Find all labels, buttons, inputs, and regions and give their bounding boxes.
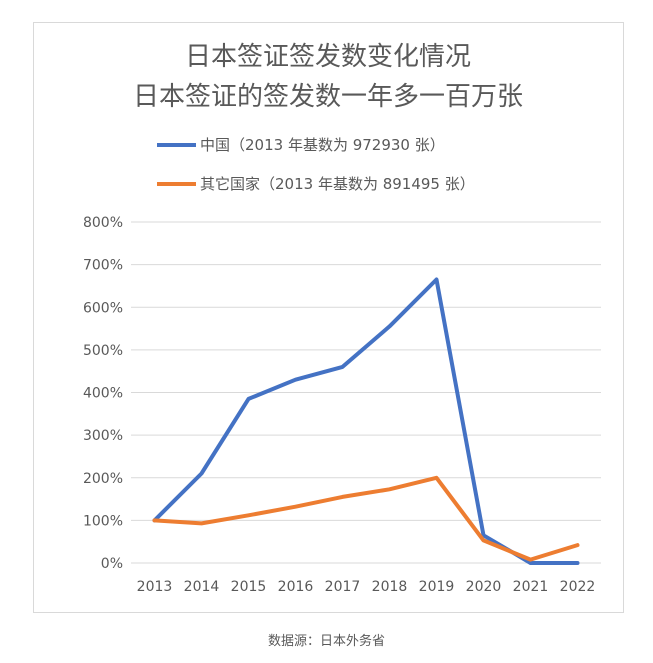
x-tick-label: 2015 [231, 579, 267, 595]
y-tick-label: 100% [83, 513, 123, 529]
data-point [295, 379, 296, 381]
x-tick-label: 2014 [184, 579, 220, 595]
chart-subtitle: 日本签证的签发数一年多一百万张 [133, 82, 523, 112]
data-point [530, 562, 531, 564]
data-point [436, 477, 437, 479]
source-note: 数据源：日本外务省 [267, 634, 385, 649]
x-tick-label: 2017 [325, 579, 361, 595]
y-axis-ticks: 0% 100% 200% 300% 400% 500% 600% 700% 800% [83, 215, 123, 572]
data-point [342, 496, 343, 498]
data-point [248, 514, 249, 516]
chart-title: 日本签证签发数变化情况 [185, 42, 471, 72]
legend: 中国（2013 年基数为 972930 张） 其它国家（2013 年基数为 89… [157, 136, 475, 193]
legend-label-other-countries: 其它国家（2013 年基数为 891495 张） [200, 175, 475, 193]
line-chart: 日本签证签发数变化情况 日本签证的签发数一年多一百万张 中国（2013 年基数为… [83, 42, 601, 595]
data-point [389, 488, 390, 490]
y-tick-label: 300% [83, 428, 123, 444]
x-tick-label: 2022 [560, 579, 596, 595]
legend-label-china: 中国（2013 年基数为 972930 张） [200, 136, 445, 154]
data-point [248, 398, 249, 400]
chart-frame: 日本签证签发数变化情况 日本签证的签发数一年多一百万张 中国（2013 年基数为… [33, 22, 624, 613]
y-tick-label: 0% [101, 556, 123, 572]
data-point [201, 522, 202, 524]
data-point [530, 559, 531, 561]
x-tick-label: 2016 [278, 579, 314, 595]
y-tick-label: 800% [83, 215, 123, 231]
x-tick-label: 2013 [137, 579, 173, 595]
series-line-other-countries [152, 475, 580, 562]
x-tick-label: 2018 [372, 579, 408, 595]
data-point [342, 366, 343, 368]
data-point [295, 506, 296, 508]
x-tick-label: 2021 [513, 579, 549, 595]
data-point [483, 539, 484, 541]
y-tick-label: 200% [83, 471, 123, 487]
x-tick-label: 2020 [466, 579, 502, 595]
gridlines [131, 221, 601, 564]
y-tick-label: 500% [83, 343, 123, 359]
y-tick-label: 600% [83, 300, 123, 316]
x-axis-ticks: 2013 2014 2015 2016 2017 2018 2019 2020 2021 2022 [137, 579, 596, 595]
data-point [436, 279, 437, 281]
data-point [483, 534, 484, 536]
x-tick-label: 2019 [419, 579, 455, 595]
data-point [577, 562, 578, 564]
data-point [154, 519, 155, 521]
y-tick-label: 700% [83, 258, 123, 274]
data-point [201, 472, 202, 474]
data-point [577, 544, 578, 546]
series-lines [152, 277, 580, 565]
y-tick-label: 400% [83, 386, 123, 402]
data-point [389, 325, 390, 327]
